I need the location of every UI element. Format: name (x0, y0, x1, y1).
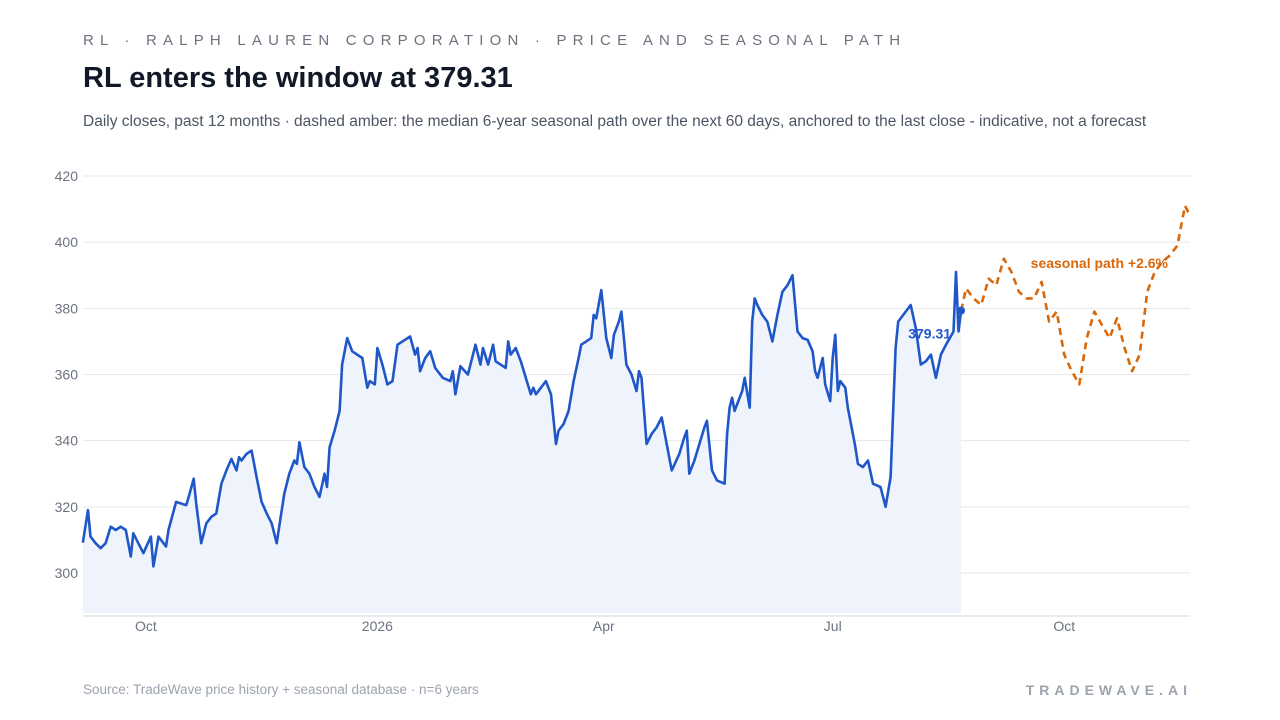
y-tick-label: 320 (55, 499, 79, 515)
last-close-label: 379.31 (908, 326, 951, 342)
x-tick-label: Oct (135, 618, 157, 634)
chart-eyebrow: RL · RALPH LAUREN CORPORATION · PRICE AN… (83, 32, 907, 49)
last-close-marker (957, 306, 966, 315)
source-note: Source: TradeWave price history + season… (83, 682, 479, 697)
price-area-fill (83, 271, 962, 613)
chart-title: RL enters the window at 379.31 (83, 62, 513, 94)
y-tick-label: 340 (55, 433, 79, 449)
x-tick-label: Apr (593, 618, 615, 634)
seasonal-path-line (959, 204, 1192, 386)
y-axis-ticks: 300 320 340 360 380 400 420 (55, 168, 79, 581)
brand-logo: TRADEWAVE.AI (1025, 682, 1192, 698)
seasonal-path-annotation: seasonal path +2.6% (1031, 255, 1169, 271)
x-tick-label: Jul (824, 618, 842, 634)
y-tick-label: 400 (55, 234, 79, 250)
y-tick-label: 360 (55, 366, 79, 382)
y-tick-label: 380 (55, 300, 79, 316)
x-tick-label: 2026 (362, 618, 393, 634)
chart-subtitle: Daily closes, past 12 months · dashed am… (83, 113, 1147, 130)
x-tick-label: Oct (1053, 618, 1075, 634)
x-axis-ticks: Oct 2026 Apr Jul Oct (135, 618, 1075, 634)
price-line (81, 270, 963, 568)
y-tick-label: 420 (55, 168, 79, 184)
y-tick-label: 300 (55, 565, 79, 581)
